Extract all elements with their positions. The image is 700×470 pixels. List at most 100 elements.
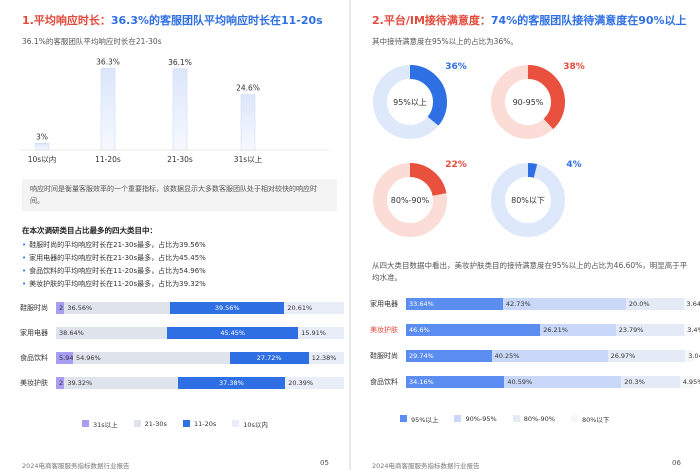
legend-swatch [512,415,520,422]
legend-item: 80%-90% [512,414,555,423]
legend-label: 90%-95% [465,414,497,423]
legend-swatch [182,420,190,427]
bar-segment: 20.61% [284,302,344,314]
bullet-item: • 美妆护肤的平均响应时长在11-20s最多，占比为39.32% [22,280,206,288]
legend-swatch [133,420,141,427]
bar-segment: 34.16% [406,376,505,388]
right-page-number: 06 [672,459,681,467]
category-label: 美妆护肤 [20,379,48,387]
legend-swatch [82,420,89,427]
bar-value-label: 36.3% [96,57,120,66]
legend-swatch [570,415,578,422]
legend-label: 80%-90% [523,414,555,423]
bar-segment: 20.0% [625,298,684,310]
legend-swatch [454,415,462,422]
donut-value-label: 4% [566,160,581,170]
left-title: 1.平均响应时长：36.3%的客服团队平均响应时长在11-20s [22,12,323,28]
bar-segment: 36.56% [64,302,171,314]
category-label: 食品饮料 [20,354,48,362]
bar-segment: 54.96% [72,352,230,364]
donut-center-label: 95%以上 [393,98,427,107]
bar-segment: 39.56% [170,302,285,314]
left-subtitle: 36.1%的客服团队平均响应时长在21-30s [22,37,162,46]
right-subtitle: 其中接待满意度在95%以上的占比为36%。 [372,37,518,46]
right-legend: 95%以上 90%-95% 80%-90% 80%以下 [400,407,625,426]
bar-segment: 33.64% [406,298,503,310]
bar-segment: 39.32% [64,377,178,389]
bar-segment: 37.38% [177,377,286,389]
bar-segment: 26.97% [607,350,686,362]
category-label: 家用电器 [370,300,398,308]
bar-segment: 45.45% [167,327,299,339]
bar-segment: 29.74% [406,350,492,362]
donut-center-label: 80%-90% [391,196,430,205]
category-label: 美妆护肤 [370,326,398,334]
legend-label: 31s以上 [93,420,118,429]
bar-segment: 12.38% [308,352,344,364]
legend-item: 90%-95% [454,414,497,423]
bar [172,68,188,151]
bar-segment: 2.91% [56,377,80,389]
bullet-list: • 鞋服时尚的平均响应时长在21-30s最多，占比为39.56% • 家用电器的平均… [22,240,206,289]
bullet-item: • 鞋服时尚的平均响应时长在21-30s最多，占比为39.56% [22,241,206,249]
page-divider [349,0,351,470]
x-tick-label: 11-20s [95,155,121,164]
bar-segment: 46.6% [406,324,541,336]
legend-swatch [232,420,240,427]
legend-item: 10s以内 [232,419,268,429]
satisfaction-stacked-chart: 家用电器 33.64%42.73%20.0%3.64% 美妆护肤 46.6%26.21… [370,298,700,398]
bar-segment: 3.04% [685,350,700,362]
legend-swatch [400,415,407,422]
bar-segment: 15.91% [298,327,344,339]
bullet-item: • 食品饮料的平均响应时长在11-20s最多，占比为54.96% [22,267,206,275]
legend-item: 11-20s [182,419,217,428]
bar [240,94,256,151]
bar-segment: 27.72% [229,352,309,364]
left-page-number: 05 [320,459,329,467]
bar-segment: 26.21% [540,324,616,336]
legend-item: 31s以上 [82,419,118,429]
donut-value-label: 22% [445,160,467,170]
donut-slice [373,65,447,139]
category-label: 鞋服时尚 [370,352,398,360]
right-text2: 从四大类目数据中看出，美妆护肤类目的接待满意度在95%以上的占比为46.60%，… [372,261,688,282]
x-tick-label: 21-30s [167,155,193,164]
bar-segment: 5.94% [56,352,80,364]
bar-segment: 4.95% [679,376,700,388]
legend-label: 11-20s [193,419,217,428]
x-tick-label: 31s以上 [234,155,263,164]
bullet-item: • 家用电器的平均响应时长在21-30s最多，占比为45.45% [22,254,206,262]
bar-segment: 3.64% [683,298,700,310]
legend-label: 21-30s [144,419,167,428]
bar-segment: 40.25% [491,350,608,362]
donut-slice [491,65,565,139]
donut-value-label: 38% [563,62,585,72]
legend-label: 80%以下 [581,415,610,424]
left-legend: 31s以上 21-30s 11-20s 10s以内 [82,412,284,431]
bar-segment: 38.64% [56,327,168,339]
section-heading: 在本次调研类目占比最多的四大类目中： [22,226,157,235]
bar-segment: 2.9% [56,302,76,314]
x-tick-label: 10s以内 [28,154,56,164]
left-footer: 2024电商客服服务指标数据行业报告 [22,462,130,470]
donut-center-label: 80%以下 [511,196,545,205]
right-title-text: 74%的客服团队接待满意度在90%以上 [490,14,687,27]
bar-segment: 40.59% [504,376,622,388]
bar-segment: 23.79% [615,324,685,336]
legend-label: 10s以内 [243,420,268,429]
bar-value-label: 3% [36,132,48,141]
donut-slice [491,163,565,237]
left-title-text: 36.3%的客服团队平均响应时长在11-20s [110,14,323,27]
legend-item: 95%以上 [400,414,438,424]
response-time-bar-chart: 3% 10s以内 36.3% 11-20s 36.1% 21-30s 24.6% 31s以上 [20,57,330,164]
donut-center-label: 90-95% [513,98,544,107]
bar-segment: 3.4% [684,324,700,336]
right-title: 2.平台/IM接待满意度：74%的客服团队接待满意度在90%以上 [372,12,687,28]
bar [100,68,116,151]
legend-item: 80%以下 [570,414,610,424]
left-note: 响应时间是衡量客服效率的一个重要指标，该数据显示大多数客服团队处于相对较快的响应… [22,179,337,211]
bar-value-label: 36.1% [168,58,192,67]
bar-value-label: 24.6% [236,84,260,93]
right-title-num: 2.平台/IM接待满意度： [372,14,491,27]
category-label: 鞋服时尚 [20,304,48,312]
